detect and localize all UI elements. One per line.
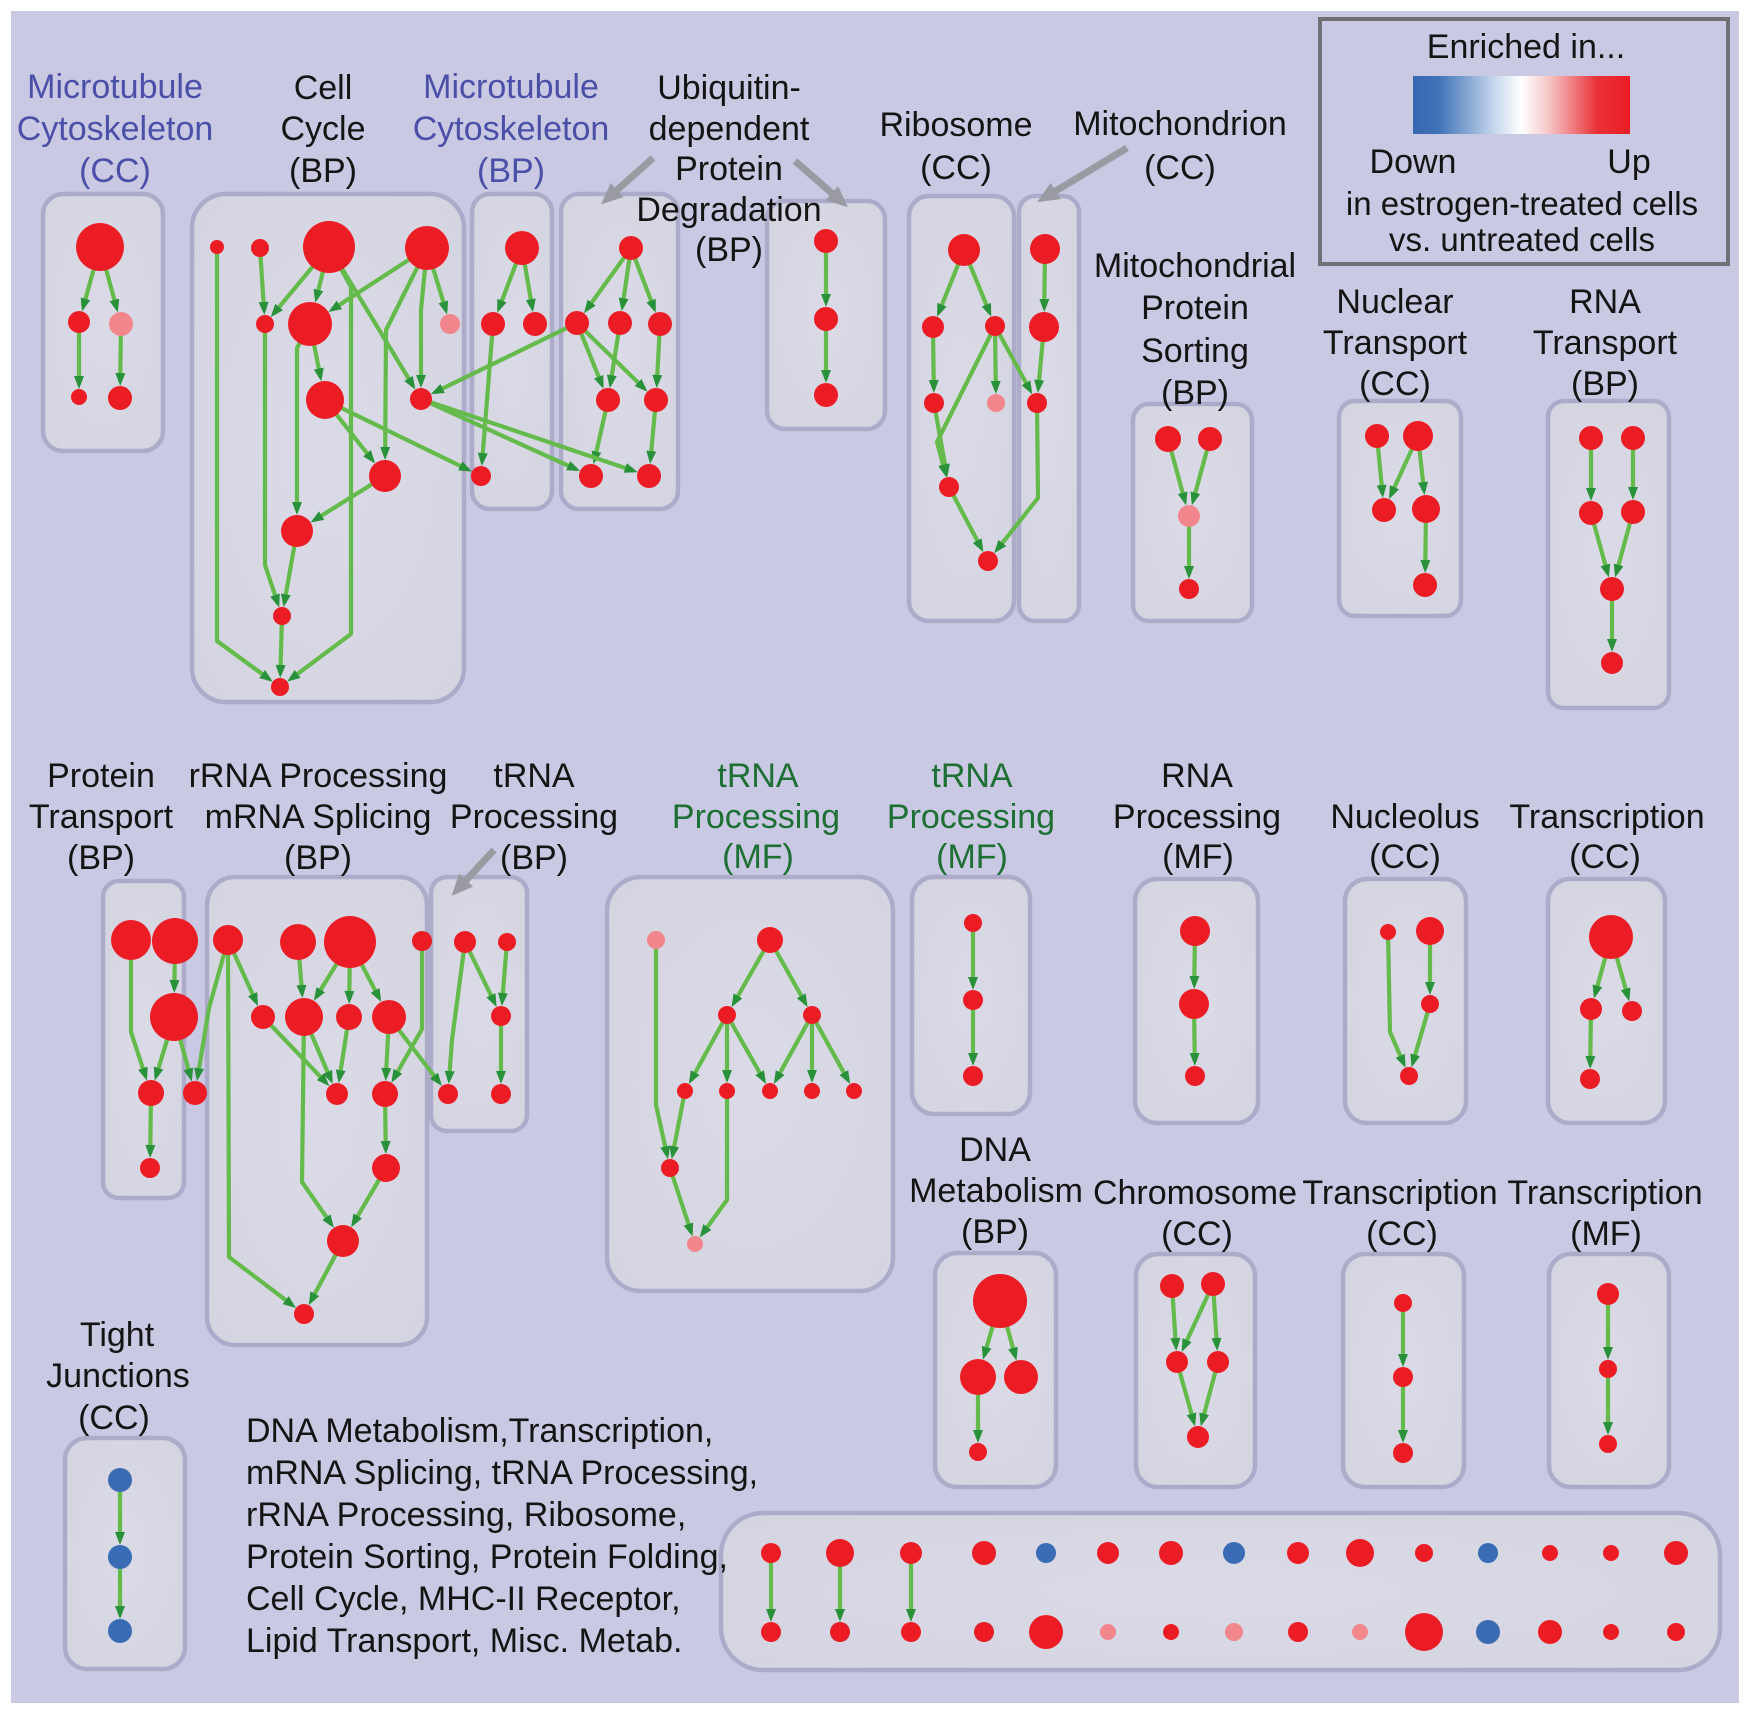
- svg-text:Mitochondrion: Mitochondrion: [1073, 105, 1287, 143]
- svg-text:DNA: DNA: [959, 1131, 1031, 1169]
- svg-text:Transcription: Transcription: [1302, 1174, 1497, 1212]
- svg-text:(BP): (BP): [1571, 365, 1639, 403]
- svg-text:DNA Metabolism,Transcription,: DNA Metabolism,Transcription,: [246, 1412, 713, 1450]
- svg-text:in estrogen-treated cells: in estrogen-treated cells: [1346, 185, 1698, 222]
- svg-text:mRNA Splicing, tRNA Processing: mRNA Splicing, tRNA Processing,: [246, 1454, 758, 1492]
- svg-text:rRNA Processing, Ribosome,: rRNA Processing, Ribosome,: [246, 1496, 686, 1534]
- svg-text:(BP): (BP): [284, 839, 352, 877]
- svg-text:Transcription: Transcription: [1507, 1174, 1702, 1212]
- svg-text:(MF): (MF): [936, 838, 1008, 876]
- svg-text:(CC): (CC): [1161, 1215, 1233, 1253]
- svg-text:(CC): (CC): [920, 149, 992, 187]
- svg-text:tRNA: tRNA: [931, 757, 1013, 795]
- svg-text:Processing: Processing: [450, 798, 618, 836]
- svg-text:Chromosome: Chromosome: [1093, 1174, 1297, 1212]
- svg-text:Microtubule: Microtubule: [423, 68, 599, 106]
- svg-text:(MF): (MF): [1570, 1215, 1642, 1253]
- svg-text:tRNA: tRNA: [493, 757, 575, 795]
- svg-text:Up: Up: [1607, 143, 1650, 181]
- svg-text:Down: Down: [1370, 143, 1457, 181]
- svg-text:Cell: Cell: [294, 69, 353, 107]
- svg-text:Cytoskeleton: Cytoskeleton: [17, 110, 214, 148]
- svg-text:(BP): (BP): [500, 839, 568, 877]
- svg-text:(CC): (CC): [78, 1399, 150, 1437]
- svg-text:tRNA: tRNA: [717, 757, 799, 795]
- svg-text:Tight: Tight: [80, 1316, 155, 1354]
- svg-text:Processing: Processing: [672, 798, 840, 836]
- svg-text:Mitochondrial: Mitochondrial: [1094, 247, 1296, 285]
- svg-text:Degradation: Degradation: [636, 191, 821, 229]
- svg-text:Nucleolus: Nucleolus: [1330, 798, 1479, 836]
- svg-text:Junctions: Junctions: [46, 1357, 190, 1395]
- svg-text:Transport: Transport: [29, 798, 174, 836]
- svg-text:Lipid Transport, Misc. Metab.: Lipid Transport, Misc. Metab.: [246, 1622, 683, 1660]
- svg-text:Ubiquitin-: Ubiquitin-: [657, 69, 801, 107]
- svg-text:(MF): (MF): [722, 838, 794, 876]
- svg-text:(BP): (BP): [695, 231, 763, 269]
- svg-text:dependent: dependent: [649, 110, 810, 148]
- svg-text:Processing: Processing: [887, 798, 1055, 836]
- svg-text:(CC): (CC): [1359, 365, 1431, 403]
- svg-text:(CC): (CC): [79, 152, 151, 190]
- svg-text:(MF): (MF): [1162, 838, 1234, 876]
- svg-text:Transport: Transport: [1323, 324, 1468, 362]
- svg-text:Protein: Protein: [1141, 289, 1249, 327]
- svg-text:(CC): (CC): [1144, 149, 1216, 187]
- svg-text:rRNA Processing: rRNA Processing: [189, 757, 448, 795]
- svg-text:(CC): (CC): [1369, 838, 1441, 876]
- svg-text:Cell Cycle, MHC-II Receptor,: Cell Cycle, MHC-II Receptor,: [246, 1580, 681, 1618]
- svg-text:(BP): (BP): [67, 839, 135, 877]
- svg-text:Cytoskeleton: Cytoskeleton: [413, 110, 610, 148]
- svg-text:Protein: Protein: [47, 757, 155, 795]
- svg-text:(BP): (BP): [289, 152, 357, 190]
- svg-text:(CC): (CC): [1366, 1215, 1438, 1253]
- svg-text:Transport: Transport: [1533, 324, 1678, 362]
- svg-text:(BP): (BP): [477, 152, 545, 190]
- svg-text:(BP): (BP): [961, 1213, 1029, 1251]
- svg-text:Enriched in...: Enriched in...: [1427, 28, 1625, 66]
- svg-text:vs. untreated cells: vs. untreated cells: [1389, 221, 1655, 258]
- svg-text:Cycle: Cycle: [280, 110, 365, 148]
- svg-text:Ribosome: Ribosome: [879, 106, 1032, 144]
- svg-text:Nuclear: Nuclear: [1336, 283, 1453, 321]
- svg-text:Transcription: Transcription: [1509, 798, 1704, 836]
- svg-text:RNA: RNA: [1569, 283, 1641, 321]
- svg-text:(BP): (BP): [1161, 374, 1229, 412]
- svg-text:Protein: Protein: [675, 150, 783, 188]
- svg-text:mRNA Splicing: mRNA Splicing: [205, 798, 432, 836]
- svg-text:Processing: Processing: [1113, 798, 1281, 836]
- svg-text:(CC): (CC): [1569, 838, 1641, 876]
- svg-text:Protein Sorting, Protein Foldi: Protein Sorting, Protein Folding,: [246, 1538, 728, 1576]
- svg-text:Sorting: Sorting: [1141, 332, 1249, 370]
- svg-text:Microtubule: Microtubule: [27, 68, 203, 106]
- svg-text:RNA: RNA: [1161, 757, 1233, 795]
- svg-text:Metabolism: Metabolism: [909, 1172, 1083, 1210]
